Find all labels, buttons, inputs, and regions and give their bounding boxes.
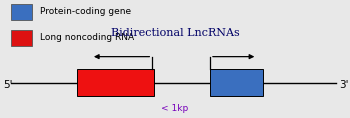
Text: Bidirectional LncRNAs: Bidirectional LncRNAs — [111, 28, 239, 38]
Text: Protein-coding gene: Protein-coding gene — [40, 7, 131, 16]
Text: < 1kp: < 1kp — [161, 104, 189, 113]
Text: 3': 3' — [340, 80, 349, 90]
FancyBboxPatch shape — [10, 4, 32, 20]
FancyBboxPatch shape — [210, 69, 262, 96]
FancyBboxPatch shape — [77, 69, 154, 96]
Text: 5': 5' — [4, 80, 13, 90]
Text: Long noncoding RNA: Long noncoding RNA — [40, 33, 134, 42]
FancyBboxPatch shape — [10, 30, 32, 46]
